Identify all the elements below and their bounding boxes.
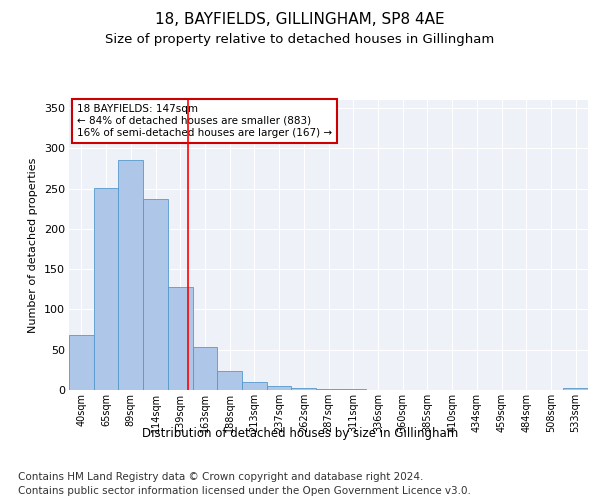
Bar [563,388,588,390]
Bar [316,389,341,390]
Text: Distribution of detached houses by size in Gillingham: Distribution of detached houses by size … [142,428,458,440]
Bar [69,335,94,390]
Bar [341,389,365,390]
Bar [267,386,292,390]
Text: 18, BAYFIELDS, GILLINGHAM, SP8 4AE: 18, BAYFIELDS, GILLINGHAM, SP8 4AE [155,12,445,28]
Bar [292,388,316,390]
Text: Contains public sector information licensed under the Open Government Licence v3: Contains public sector information licen… [18,486,471,496]
Bar [118,160,143,390]
Bar [168,287,193,390]
Bar [193,348,217,390]
Text: Contains HM Land Registry data © Crown copyright and database right 2024.: Contains HM Land Registry data © Crown c… [18,472,424,482]
Bar [217,370,242,390]
Text: 18 BAYFIELDS: 147sqm
← 84% of detached houses are smaller (883)
16% of semi-deta: 18 BAYFIELDS: 147sqm ← 84% of detached h… [77,104,332,138]
Bar [94,188,118,390]
Text: Size of property relative to detached houses in Gillingham: Size of property relative to detached ho… [106,32,494,46]
Bar [143,199,168,390]
Bar [242,382,267,390]
Y-axis label: Number of detached properties: Number of detached properties [28,158,38,332]
